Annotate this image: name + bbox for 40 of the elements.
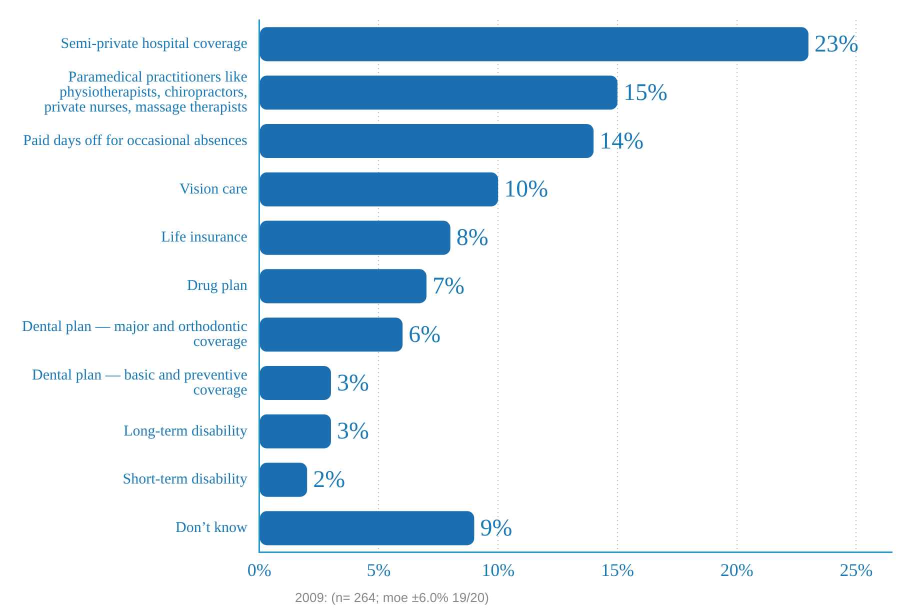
data-label: 7% <box>432 273 464 300</box>
y-tick-label: Paramedical practitioners like physiotherapists, chiropractors, private nurses, massage therapists <box>44 70 248 116</box>
data-label: 3% <box>336 418 369 445</box>
bar <box>260 414 331 448</box>
bar <box>260 511 474 546</box>
y-tick-label: Life insurance <box>161 230 248 246</box>
y-tick-label: Dental plan — basic and preventive coverage <box>32 367 248 398</box>
text: 2009: (n= 264; moe ±6.0% 19/20) <box>295 590 489 605</box>
bar <box>260 76 618 110</box>
data-label: 23% <box>814 31 858 58</box>
bar <box>260 318 403 352</box>
data-label: 2% <box>313 467 346 494</box>
x-tick-label: 15% <box>600 560 634 580</box>
x-tick-label: 5% <box>366 560 391 580</box>
data-label: 8% <box>456 225 488 252</box>
y-tick-label: Drug plan <box>186 278 248 294</box>
data-label: 15% <box>623 80 668 106</box>
y-tick-label: Paid days off for occasional absences <box>23 132 248 149</box>
y-tick-label: Semi-private hospital coverage <box>60 36 248 52</box>
y-tick-label: Don’t know <box>176 520 248 536</box>
y-tick-label: Vision care <box>180 181 248 198</box>
x-tick-label: 25% <box>840 560 873 580</box>
data-label: 10% <box>504 176 548 203</box>
y-tick-label: Short-term disability <box>122 472 248 488</box>
bar <box>260 269 426 304</box>
data-label: 6% <box>408 322 441 348</box>
bar <box>260 124 594 158</box>
y-tick-label: Long-term disability <box>124 423 248 440</box>
x-tick-label: 0% <box>247 560 272 580</box>
y-tick-label: Dental plan — major and orthodontic coverage <box>22 319 248 350</box>
bar <box>260 172 498 206</box>
data-label: 14% <box>600 128 644 154</box>
bar <box>260 220 450 255</box>
x-tick-label: 10% <box>482 560 515 580</box>
data-label: 3% <box>336 370 369 396</box>
bar <box>260 462 308 497</box>
data-label: 9% <box>480 515 512 542</box>
bar <box>260 366 331 400</box>
x-tick-label: 20% <box>720 560 754 580</box>
bar <box>260 27 808 62</box>
